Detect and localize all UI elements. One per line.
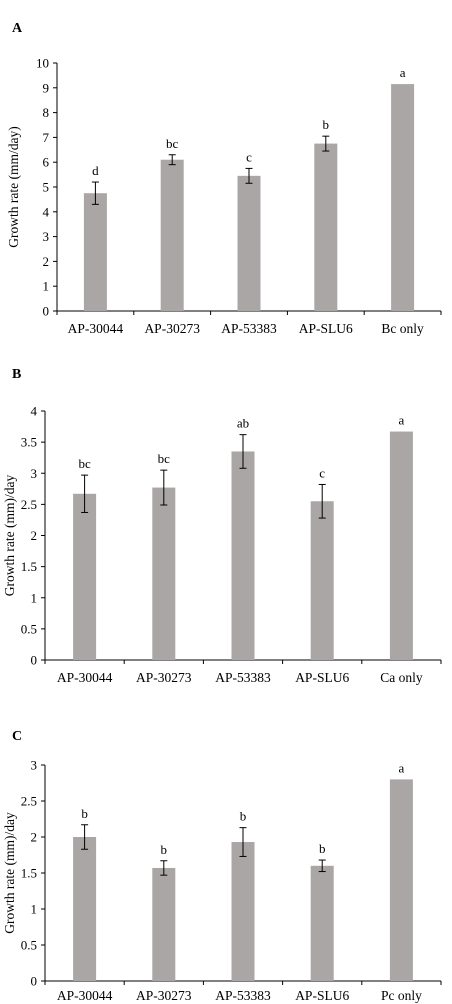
bar	[73, 493, 97, 660]
x-category-label: AP-30273	[144, 321, 200, 336]
bar	[160, 159, 184, 311]
x-category-label: AP-30273	[136, 988, 192, 1003]
bar	[391, 84, 415, 311]
significance-letter: b	[323, 117, 330, 132]
significance-letter: bc	[158, 451, 171, 466]
y-tick-label: 4	[43, 204, 50, 219]
bar	[73, 837, 97, 981]
y-tick-label: 3	[43, 229, 50, 244]
y-tick-label: 2	[43, 254, 50, 269]
y-tick-label: 0.5	[21, 938, 37, 953]
x-category-label: AP-53383	[215, 670, 271, 685]
y-tick-label: 3	[31, 466, 38, 481]
bar	[231, 451, 255, 660]
bar	[152, 487, 176, 660]
y-tick-label: 1	[43, 279, 50, 294]
significance-letter: a	[399, 413, 405, 428]
y-tick-label: 0.5	[21, 621, 37, 636]
significance-letter: b	[161, 842, 168, 857]
significance-letter: b	[240, 809, 247, 824]
x-category-label: Pc only	[381, 988, 422, 1003]
bar	[389, 779, 413, 981]
y-tick-label: 6	[43, 155, 50, 170]
significance-letter: bc	[78, 456, 91, 471]
y-tick-label: 1	[31, 902, 38, 917]
significance-letter: a	[399, 760, 405, 775]
significance-letter: c	[246, 149, 252, 164]
y-tick-label: 1	[31, 590, 38, 605]
significance-letter: a	[400, 65, 406, 80]
x-category-label: AP-53383	[221, 321, 277, 336]
x-category-label: AP-30273	[136, 670, 192, 685]
y-axis-title: Growth rate (mm/day)	[6, 126, 21, 247]
y-axis-title: Growth rate (mm)/day	[2, 475, 17, 597]
panel-letter: B	[12, 367, 21, 382]
bar	[314, 143, 338, 311]
y-tick-label: 5	[43, 180, 50, 195]
y-tick-label: 4	[31, 404, 38, 419]
y-tick-label: 8	[43, 105, 50, 120]
y-tick-label: 2	[31, 528, 38, 543]
y-tick-label: 3	[31, 758, 38, 773]
bar	[389, 431, 413, 660]
x-category-label: Bc only	[381, 321, 424, 336]
y-tick-label: 2.5	[21, 497, 37, 512]
x-category-label: AP-30044	[57, 988, 113, 1003]
bar	[152, 867, 176, 981]
panel-letter: A	[12, 21, 23, 36]
y-tick-label: 1.5	[21, 559, 37, 574]
y-tick-label: 9	[43, 80, 50, 95]
x-category-label: AP-SLU6	[295, 670, 349, 685]
significance-letter: b	[81, 806, 88, 821]
significance-letter: d	[92, 163, 99, 178]
panel-letter: C	[12, 729, 22, 744]
y-tick-label: 7	[43, 130, 50, 145]
y-tick-label: 10	[36, 56, 49, 71]
bar	[310, 865, 334, 981]
y-tick-label: 2.5	[21, 794, 37, 809]
significance-letter: c	[319, 465, 325, 480]
y-tick-label: 2	[31, 830, 38, 845]
y-tick-label: 0	[43, 304, 50, 319]
significance-letter: b	[319, 841, 326, 856]
x-category-label: AP-30044	[57, 670, 113, 685]
x-category-label: AP-53383	[215, 988, 271, 1003]
x-category-label: AP-SLU6	[295, 988, 349, 1003]
bar	[310, 501, 334, 660]
significance-letter: bc	[166, 136, 179, 151]
bar	[83, 193, 107, 311]
y-tick-label: 3.5	[21, 435, 37, 450]
significance-letter: ab	[237, 416, 249, 431]
y-axis-title: Growth rate (mm)/day	[2, 812, 17, 934]
bar	[231, 842, 255, 981]
x-category-label: AP-SLU6	[299, 321, 353, 336]
x-category-label: AP-30044	[68, 321, 124, 336]
bar	[237, 175, 261, 311]
y-tick-label: 1.5	[21, 866, 37, 881]
y-tick-label: 0	[31, 974, 38, 989]
x-category-label: Ca only	[380, 670, 423, 685]
y-tick-label: 0	[31, 653, 38, 668]
